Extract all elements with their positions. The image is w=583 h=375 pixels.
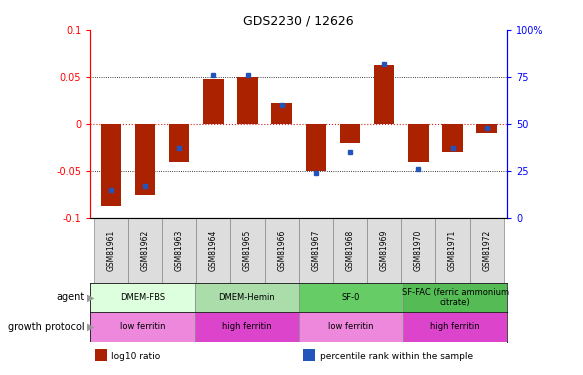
Text: growth protocol: growth protocol [8,322,85,332]
Bar [401,218,436,283]
Text: GSM81971: GSM81971 [448,230,457,271]
Text: low ferritin: low ferritin [120,322,165,332]
Bar [90,283,195,312]
Bar [476,124,497,134]
Text: GSM81961: GSM81961 [106,230,115,271]
Bar [265,218,299,283]
Bar [298,312,403,342]
Bar [374,65,395,124]
Text: GSM81972: GSM81972 [482,230,491,271]
Bar [303,349,315,361]
Text: DMEM-Hemin: DMEM-Hemin [218,293,275,302]
Text: high ferritin: high ferritin [430,322,480,332]
Text: SF-FAC (ferric ammonium
citrate): SF-FAC (ferric ammonium citrate) [402,288,508,307]
Bar [367,218,401,283]
Bar [403,283,507,312]
Bar [299,218,333,283]
Text: GSM81966: GSM81966 [277,230,286,271]
Text: ▶: ▶ [87,292,95,302]
Bar [135,124,155,195]
Bar [408,124,429,162]
Bar [169,124,189,162]
Text: agent: agent [57,292,85,302]
Bar [195,283,298,312]
Bar [230,218,265,283]
Bar [340,124,360,143]
Bar [203,79,224,124]
Bar [272,104,292,124]
Text: high ferritin: high ferritin [222,322,272,332]
Text: low ferritin: low ferritin [328,322,374,332]
Title: GDS2230 / 12626: GDS2230 / 12626 [244,15,354,27]
Bar [333,218,367,283]
Text: GSM81962: GSM81962 [141,230,149,271]
Bar [162,218,196,283]
Bar [237,77,258,124]
Bar [196,218,230,283]
Text: GSM81964: GSM81964 [209,230,218,271]
Bar [298,283,403,312]
Bar [101,124,121,206]
Text: GSM81967: GSM81967 [311,230,321,271]
Text: GSM81963: GSM81963 [175,230,184,271]
Bar [305,124,326,171]
Bar [436,218,470,283]
Text: ▶: ▶ [87,322,95,332]
Text: SF-0: SF-0 [342,293,360,302]
Bar [470,218,504,283]
Bar [94,218,128,283]
Text: percentile rank within the sample: percentile rank within the sample [319,352,473,361]
Bar [403,312,507,342]
Text: DMEM-FBS: DMEM-FBS [120,293,165,302]
Text: GSM81969: GSM81969 [380,230,389,271]
Bar [442,124,463,152]
Bar [94,349,107,361]
Bar [128,218,162,283]
Text: GSM81965: GSM81965 [243,230,252,271]
Text: GSM81970: GSM81970 [414,230,423,271]
Bar [90,312,195,342]
Text: GSM81968: GSM81968 [346,230,354,271]
Text: log10 ratio: log10 ratio [111,352,160,361]
Bar [195,312,298,342]
